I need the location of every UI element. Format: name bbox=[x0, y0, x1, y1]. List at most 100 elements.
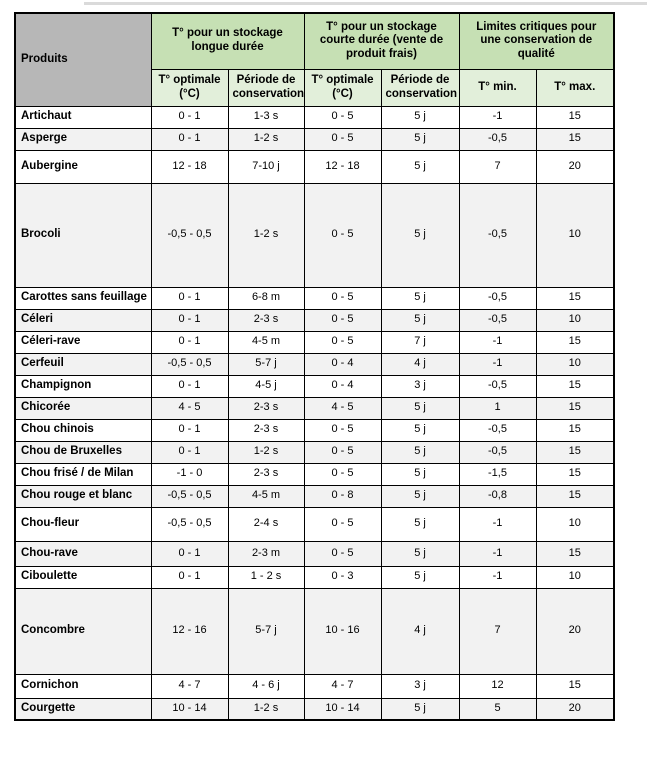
value-cell: -0,5 - 0,5 bbox=[150, 182, 229, 288]
product-cell: Courgette bbox=[14, 697, 152, 721]
value-cell: 4 - 7 bbox=[303, 673, 382, 699]
value-cell: 15 bbox=[535, 462, 615, 486]
value-cell: -1 bbox=[458, 352, 537, 376]
table-row: Concombre 12 - 16 5-7 j 10 - 16 4 j 7 20 bbox=[14, 587, 615, 675]
value-cell: 0 - 1 bbox=[150, 565, 229, 589]
value-cell: 0 - 5 bbox=[303, 506, 382, 542]
value-cell: -0,5 bbox=[458, 308, 537, 332]
value-cell: 7-10 j bbox=[227, 149, 305, 184]
value-cell: 0 - 5 bbox=[303, 127, 382, 151]
product-cell: Carottes sans feuillage bbox=[14, 286, 152, 310]
value-cell: 15 bbox=[535, 330, 615, 354]
value-cell: 0 - 1 bbox=[150, 418, 229, 442]
value-cell: 10 - 14 bbox=[303, 697, 382, 721]
value-cell: 15 bbox=[535, 286, 615, 310]
value-cell: 15 bbox=[535, 673, 615, 699]
value-cell: -0,8 bbox=[458, 484, 537, 508]
value-cell: 15 bbox=[535, 374, 615, 398]
value-cell: 0 - 5 bbox=[303, 440, 382, 464]
value-cell: 0 - 4 bbox=[303, 374, 382, 398]
value-cell: 4 - 6 j bbox=[227, 673, 305, 699]
value-cell: -1 bbox=[458, 565, 537, 589]
value-cell: 2-3 s bbox=[227, 308, 305, 332]
value-cell: 5 j bbox=[380, 418, 460, 442]
product-cell: Chou-rave bbox=[14, 540, 152, 567]
product-cell: Aubergine bbox=[14, 149, 152, 184]
product-cell: Brocoli bbox=[14, 182, 152, 288]
table-row: Courgette 10 - 14 1-2 s 10 - 14 5 j 5 20 bbox=[14, 697, 615, 721]
value-cell: -0,5 bbox=[458, 440, 537, 464]
value-cell: 5 j bbox=[380, 149, 460, 184]
table-row: Aubergine 12 - 18 7-10 j 12 - 18 5 j 7 20 bbox=[14, 149, 615, 184]
group-header-long-storage: T° pour un stockage longue durée bbox=[150, 12, 305, 70]
value-cell: 20 bbox=[535, 149, 615, 184]
value-cell: 0 - 5 bbox=[303, 330, 382, 354]
product-cell: Champignon bbox=[14, 374, 152, 398]
value-cell: -0,5 - 0,5 bbox=[150, 484, 229, 508]
value-cell: 1-2 s bbox=[227, 182, 305, 288]
value-cell: 0 - 1 bbox=[150, 308, 229, 332]
value-cell: 0 - 5 bbox=[303, 286, 382, 310]
value-cell: 5 j bbox=[380, 286, 460, 310]
value-cell: 7 bbox=[458, 587, 537, 675]
value-cell: 10 bbox=[535, 308, 615, 332]
value-cell: 15 bbox=[535, 540, 615, 567]
table-header: Produits T° pour un stockage longue duré… bbox=[14, 12, 615, 107]
value-cell: 4 - 5 bbox=[303, 396, 382, 420]
value-cell: 0 - 5 bbox=[303, 182, 382, 288]
product-cell: Chicorée bbox=[14, 396, 152, 420]
value-cell: -1 bbox=[458, 105, 537, 129]
value-cell: 4 - 7 bbox=[150, 673, 229, 699]
value-cell: 0 - 5 bbox=[303, 462, 382, 486]
product-cell: Chou frisé / de Milan bbox=[14, 462, 152, 486]
value-cell: 5-7 j bbox=[227, 352, 305, 376]
value-cell: 4-5 m bbox=[227, 484, 305, 508]
subheader-short-periode: Période de conservation bbox=[380, 68, 460, 107]
value-cell: 10 bbox=[535, 352, 615, 376]
value-cell: 3 j bbox=[380, 673, 460, 699]
value-cell: 1-3 s bbox=[227, 105, 305, 129]
value-cell: 0 - 1 bbox=[150, 330, 229, 354]
value-cell: -0,5 bbox=[458, 286, 537, 310]
value-cell: 7 j bbox=[380, 330, 460, 354]
value-cell: 0 - 5 bbox=[303, 105, 382, 129]
value-cell: 3 j bbox=[380, 374, 460, 398]
value-cell: 5 j bbox=[380, 462, 460, 486]
subheader-short-t-optimale: T° optimale (°C) bbox=[303, 68, 382, 107]
value-cell: 4 - 5 bbox=[150, 396, 229, 420]
value-cell: 2-3 s bbox=[227, 396, 305, 420]
value-cell: 15 bbox=[535, 440, 615, 464]
value-cell: 5 j bbox=[380, 540, 460, 567]
value-cell: 15 bbox=[535, 418, 615, 442]
product-cell: Chou de Bruxelles bbox=[14, 440, 152, 464]
group-header-row: Produits T° pour un stockage longue duré… bbox=[14, 12, 615, 107]
value-cell: 5 j bbox=[380, 697, 460, 721]
value-cell: 0 - 1 bbox=[150, 374, 229, 398]
product-cell: Cornichon bbox=[14, 673, 152, 699]
product-cell: Concombre bbox=[14, 587, 152, 675]
value-cell: 0 - 1 bbox=[150, 286, 229, 310]
value-cell: 0 - 8 bbox=[303, 484, 382, 508]
product-cell: Cerfeuil bbox=[14, 352, 152, 376]
storage-conditions-table: Produits T° pour un stockage longue duré… bbox=[14, 12, 616, 721]
product-cell: Céleri-rave bbox=[14, 330, 152, 354]
value-cell: -0,5 - 0,5 bbox=[150, 352, 229, 376]
subheader-long-periode: Période de conservation bbox=[227, 68, 305, 107]
value-cell: 5 j bbox=[380, 396, 460, 420]
value-cell: 0 - 5 bbox=[303, 308, 382, 332]
value-cell: 15 bbox=[535, 484, 615, 508]
value-cell: 1-2 s bbox=[227, 697, 305, 721]
subheader-long-t-optimale: T° optimale (°C) bbox=[150, 68, 229, 107]
value-cell: -1,5 bbox=[458, 462, 537, 486]
value-cell: 5 j bbox=[380, 506, 460, 542]
value-cell: 10 - 16 bbox=[303, 587, 382, 675]
sub-header-row: T° optimale (°C) Période de conservation… bbox=[15, 68, 615, 107]
